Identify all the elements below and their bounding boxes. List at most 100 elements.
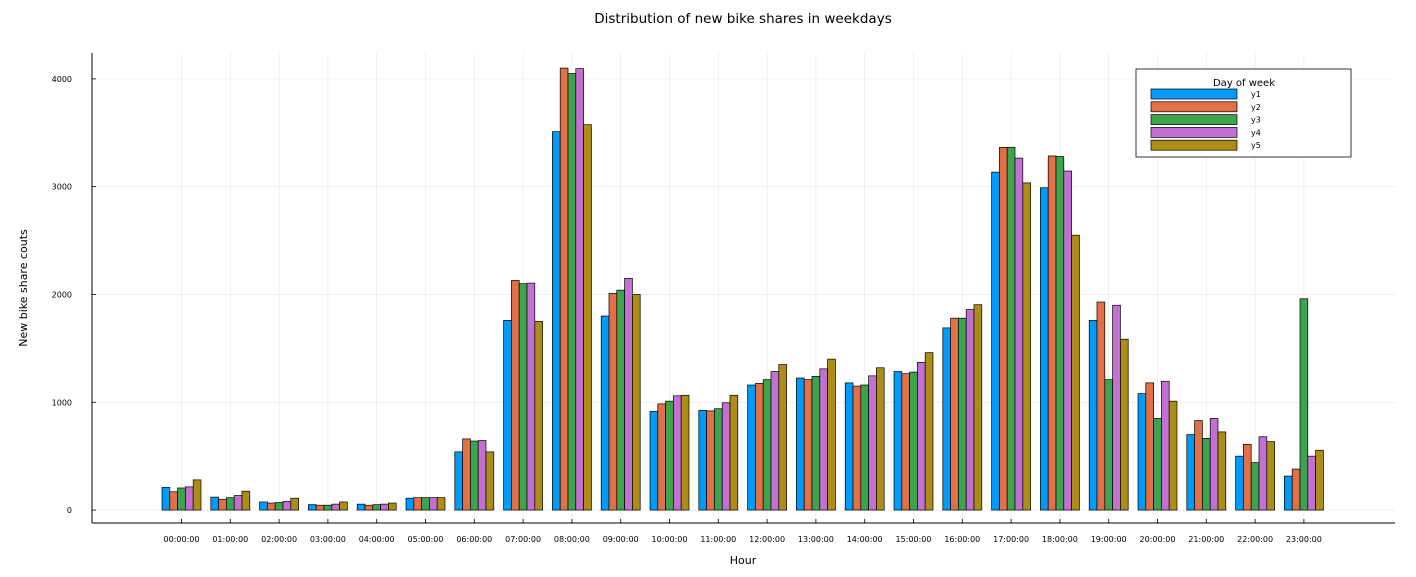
legend-title: Day of week	[1213, 78, 1275, 89]
bar-y4-030000	[331, 503, 340, 511]
bar-y3-080000	[567, 73, 577, 511]
bar-y1-190000	[1088, 319, 1098, 511]
x-tick-label: 20:00:00	[1140, 535, 1176, 544]
bar-y4-170000	[1014, 157, 1024, 511]
bar-y2-070000	[511, 280, 520, 511]
bar-y5-180000	[1071, 234, 1080, 511]
x-tick-labels: 00:00:00 01:00:00 02:00:00 03:00:00 04:00:00…	[164, 535, 1322, 544]
bar-y3-030000	[323, 504, 333, 511]
bar-y2-080000	[559, 67, 569, 511]
y-tick-label: 1000	[52, 398, 72, 407]
bar-y5-060000	[485, 451, 495, 511]
bar-y4-020000	[282, 501, 292, 511]
bar-y3-210000	[1202, 438, 1211, 511]
bar-y2-160000	[950, 317, 959, 511]
bar-y2-170000	[999, 146, 1008, 511]
bar-y3-230000	[1299, 298, 1309, 511]
x-tick-label: 02:00:00	[261, 535, 297, 544]
legend-label-y1: y1	[1251, 90, 1261, 99]
legend-label-y2: y2	[1251, 103, 1261, 112]
bar-y5-070000	[534, 321, 543, 511]
bar-y3-160000	[958, 317, 967, 511]
bar-y4-060000	[477, 440, 487, 511]
axes	[91, 53, 1395, 524]
bar-y5-200000	[1168, 400, 1178, 511]
bar-y2-010000	[218, 498, 227, 511]
bar-y5-010000	[241, 490, 251, 511]
bar-y3-170000	[1006, 146, 1016, 511]
y-tick-labels: 0 1000 2000 3000 4000	[52, 75, 72, 515]
x-tick-label: 23:00:00	[1286, 535, 1322, 544]
bar-y1-200000	[1137, 393, 1147, 511]
x-tick-label: 12:00:00	[749, 535, 785, 544]
bar-y1-060000	[454, 451, 463, 511]
bar-y2-190000	[1096, 301, 1106, 511]
bar-y5-130000	[827, 358, 836, 511]
bar-y5-100000	[680, 394, 690, 511]
bar-y4-150000	[917, 362, 926, 511]
x-tick-label: 10:00:00	[652, 535, 688, 544]
x-axis-label: Hour	[730, 554, 757, 567]
x-tick-label: 08:00:00	[554, 535, 590, 544]
x-tick-label: 15:00:00	[896, 535, 932, 544]
bar-y2-140000	[852, 385, 862, 511]
bar-y3-110000	[714, 408, 723, 511]
bar-y2-000000	[169, 491, 178, 511]
x-tick-label: 09:00:00	[603, 535, 639, 544]
bar-y3-120000	[762, 379, 772, 511]
bar-y3-020000	[274, 502, 284, 511]
bar-y3-220000	[1250, 462, 1260, 511]
bar-y1-230000	[1284, 475, 1293, 511]
legend-swatch-y2	[1150, 101, 1238, 113]
bar-y2-210000	[1194, 420, 1203, 511]
bar-y2-150000	[901, 373, 910, 511]
bar-y4-130000	[819, 368, 828, 511]
legend-swatch-y4	[1150, 127, 1238, 138]
legend: Day of week y1 y2 y3 y4 y5	[1135, 68, 1352, 158]
bar-y1-080000	[552, 131, 561, 511]
bar-y3-180000	[1055, 156, 1065, 511]
bar-y5-110000	[729, 394, 739, 511]
bar-y5-080000	[583, 124, 592, 511]
bar-y3-040000	[372, 504, 381, 511]
x-tick-label: 03:00:00	[310, 535, 346, 544]
bar-y4-160000	[965, 309, 975, 511]
x-tick-label: 19:00:00	[1091, 535, 1127, 544]
legend-swatch-y1	[1150, 88, 1238, 100]
bar-y4-000000	[185, 486, 194, 511]
bar-y1-110000	[698, 410, 707, 511]
bar-y4-140000	[868, 375, 877, 511]
legend-label-y4: y4	[1251, 128, 1261, 137]
bar-y3-130000	[811, 376, 821, 511]
legend-swatch-y3	[1150, 114, 1238, 125]
y-tick-label: 0	[67, 506, 72, 515]
x-tick-label: 17:00:00	[993, 535, 1029, 544]
bar-y3-200000	[1153, 418, 1162, 511]
bar-y2-120000	[755, 383, 764, 511]
bar-y2-090000	[608, 293, 618, 511]
bar-y4-190000	[1112, 304, 1121, 511]
bar-y5-120000	[778, 364, 787, 511]
x-tick-label: 21:00:00	[1188, 535, 1224, 544]
bar-y4-110000	[721, 402, 731, 511]
bar-y3-050000	[421, 497, 430, 511]
bar-y1-210000	[1186, 434, 1195, 511]
x-tick-label: 16:00:00	[944, 535, 980, 544]
bar-y1-150000	[893, 371, 903, 511]
x-tick-label: 05:00:00	[408, 535, 444, 544]
x-tick-label: 11:00:00	[700, 535, 736, 544]
bar-y5-160000	[973, 304, 983, 511]
bar-y5-220000	[1266, 441, 1275, 511]
bar-y5-050000	[436, 497, 446, 511]
bar-y3-000000	[177, 487, 186, 511]
bar-y1-160000	[942, 327, 951, 511]
bar-y1-130000	[796, 377, 805, 511]
y-axis-label: New bike share couts	[17, 229, 30, 347]
bar-y5-000000	[192, 479, 202, 511]
bar-y2-030000	[315, 504, 325, 511]
bar-y3-140000	[860, 384, 869, 511]
bar-y1-120000	[747, 384, 756, 511]
x-tick-label: 07:00:00	[505, 535, 541, 544]
bar-y2-180000	[1047, 155, 1057, 511]
bar-y1-140000	[844, 382, 854, 511]
